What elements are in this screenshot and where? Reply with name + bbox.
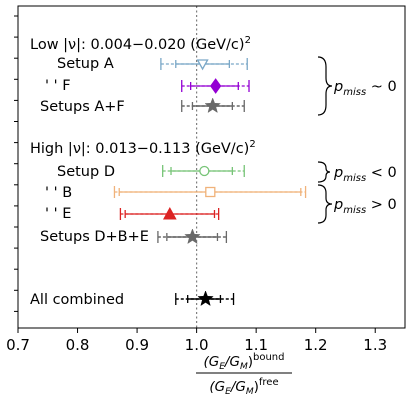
annotation-pmiss-zero: pmiss ~ 0	[333, 79, 397, 98]
label-setup-b: ' ' B	[45, 185, 72, 201]
x-tick-label: 1.2	[304, 336, 328, 354]
label-setup-e: ' ' E	[45, 206, 71, 222]
y-tick-marks	[14, 15, 18, 312]
series-6-marker	[184, 228, 201, 245]
label-setups-d-b-e: Setups D+B+E	[40, 229, 149, 245]
label-setup-a: Setup A	[57, 56, 114, 72]
label-setup-d: Setup D	[57, 164, 115, 180]
brace-d	[317, 161, 331, 183]
series-7-marker	[197, 290, 214, 307]
x-axis-label-numerator: (GE/GM)bound	[204, 352, 285, 372]
brace-b-e	[317, 184, 333, 224]
series-2-marker	[204, 97, 221, 114]
series-1-marker	[210, 78, 222, 94]
x-tick-label: 1.1	[244, 336, 268, 354]
x-axis-label-denominator: (GE/GM)free	[209, 377, 278, 397]
x-tick-label: 0.8	[66, 336, 90, 354]
x-axis-ticks: 0.7 0.8 0.9 1.0 1.1 1.2 1.3	[6, 328, 387, 354]
data-marks	[113, 58, 307, 307]
group-title-high: High |ν|: 0.013−0.113 (GeV/c)2	[30, 139, 256, 157]
annotation-pmiss-positive: pmiss > 0	[333, 197, 397, 216]
label-setup-f: ' ' F	[45, 78, 71, 94]
x-tick-label: 0.7	[6, 336, 30, 354]
brace-low	[317, 56, 333, 116]
series-5-marker	[162, 206, 177, 220]
series-4-marker	[205, 186, 216, 198]
annotation-pmiss-negative: pmiss < 0	[333, 165, 397, 184]
x-tick-label: 1.3	[363, 336, 387, 354]
label-setups-a-f: Setups A+F	[40, 99, 125, 115]
x-tick-label: 0.9	[125, 336, 149, 354]
x-tick-label: 1.0	[185, 336, 209, 354]
series-3-marker	[199, 165, 210, 177]
label-all-combined: All combined	[30, 292, 124, 308]
plot-frame	[17, 5, 406, 329]
series-0-marker	[196, 59, 209, 71]
group-title-low: Low |ν|: 0.004−0.020 (GeV/c)2	[30, 35, 251, 53]
